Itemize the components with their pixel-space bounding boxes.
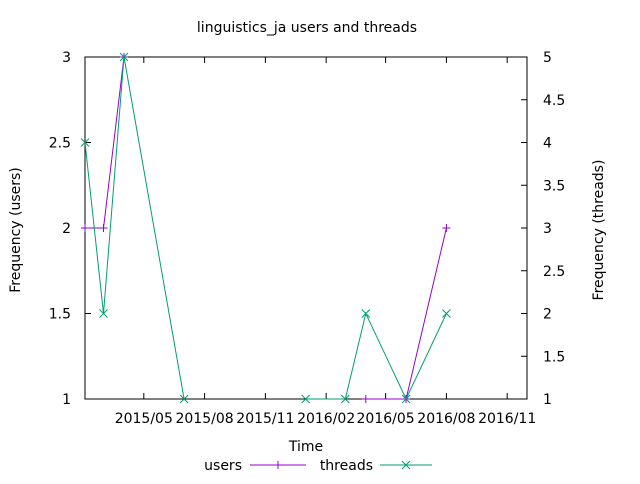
data-point-threads	[119, 52, 129, 62]
series-line-users	[365, 227, 447, 400]
y2-tick-label: 2	[543, 307, 552, 323]
y-tick-label: 1.5	[49, 307, 71, 323]
marker-stroke	[99, 309, 108, 318]
y2-tick-label: 1	[543, 392, 552, 408]
x-tick-label: 2016/02	[297, 411, 355, 427]
y2-tick-label: 2.5	[543, 264, 565, 280]
y2-tick-label: 3.5	[543, 178, 565, 194]
x-tick-label: 2016/11	[478, 411, 536, 427]
data-point-users	[361, 395, 370, 403]
x-tick-label: 2015/05	[115, 411, 173, 427]
series-line-threads	[305, 311, 447, 401]
y-tick-label: 3	[62, 50, 71, 66]
marker-stroke	[301, 394, 311, 404]
data-point-users	[81, 224, 89, 232]
legend-marker-users	[274, 461, 282, 469]
data-point-users	[99, 224, 108, 232]
data-point-threads	[442, 309, 451, 318]
marker-stroke	[401, 394, 411, 404]
y-axis-label: Frequency (users)	[8, 167, 24, 293]
data-point-threads	[179, 394, 189, 404]
y2-tick-label: 4.5	[543, 93, 565, 109]
data-point-users	[442, 224, 451, 232]
x-axis-label: Time	[288, 439, 323, 455]
marker-stroke	[80, 138, 90, 147]
x-tick-label: 2015/11	[236, 411, 294, 427]
data-point-threads	[99, 309, 108, 318]
series-threads	[80, 52, 451, 404]
x-tick-label: 2016/05	[357, 411, 415, 427]
y2-axis-label: Frequency (threads)	[591, 160, 607, 301]
x-axis-ticks: 2015/05 2015/08 2015/11 2016/02 2016/05 2016/…	[115, 57, 536, 427]
data-point-threads	[340, 394, 350, 404]
series-line-threads	[84, 56, 185, 400]
marker-stroke	[401, 460, 411, 470]
marker-stroke	[179, 394, 189, 404]
y-tick-label: 2	[62, 221, 71, 237]
y2-tick-label: 1.5	[543, 349, 565, 365]
y-tick-label: 1	[62, 392, 71, 408]
legend: users threads	[204, 458, 432, 474]
x-tick-label: 2015/08	[175, 411, 233, 427]
y2-tick-label: 3	[543, 221, 552, 237]
marker-stroke	[340, 394, 350, 404]
legend-label-users: users	[204, 458, 242, 474]
y-tick-label: 2.5	[49, 136, 71, 152]
marker-stroke	[119, 52, 129, 62]
data-point-threads	[80, 138, 90, 147]
plot-frame	[84, 56, 528, 400]
marker-stroke	[442, 309, 451, 318]
chart-title: linguistics_ja users and threads	[197, 20, 417, 36]
y2-tick-label: 4	[543, 136, 552, 152]
series-users	[81, 53, 451, 403]
data-point-threads	[361, 309, 371, 318]
legend-marker-threads	[401, 460, 411, 470]
y2-tick-label: 5	[543, 50, 552, 66]
y2-axis-ticks: 1 1.5 2 2.5 3 3.5 4 4.5 5	[521, 50, 565, 408]
data-point-threads	[301, 394, 311, 404]
series-layer	[80, 52, 451, 404]
marker-stroke	[361, 309, 371, 318]
legend-label-threads: threads	[320, 458, 373, 474]
x-tick-label: 2016/08	[417, 411, 475, 427]
data-point-threads	[401, 394, 411, 404]
